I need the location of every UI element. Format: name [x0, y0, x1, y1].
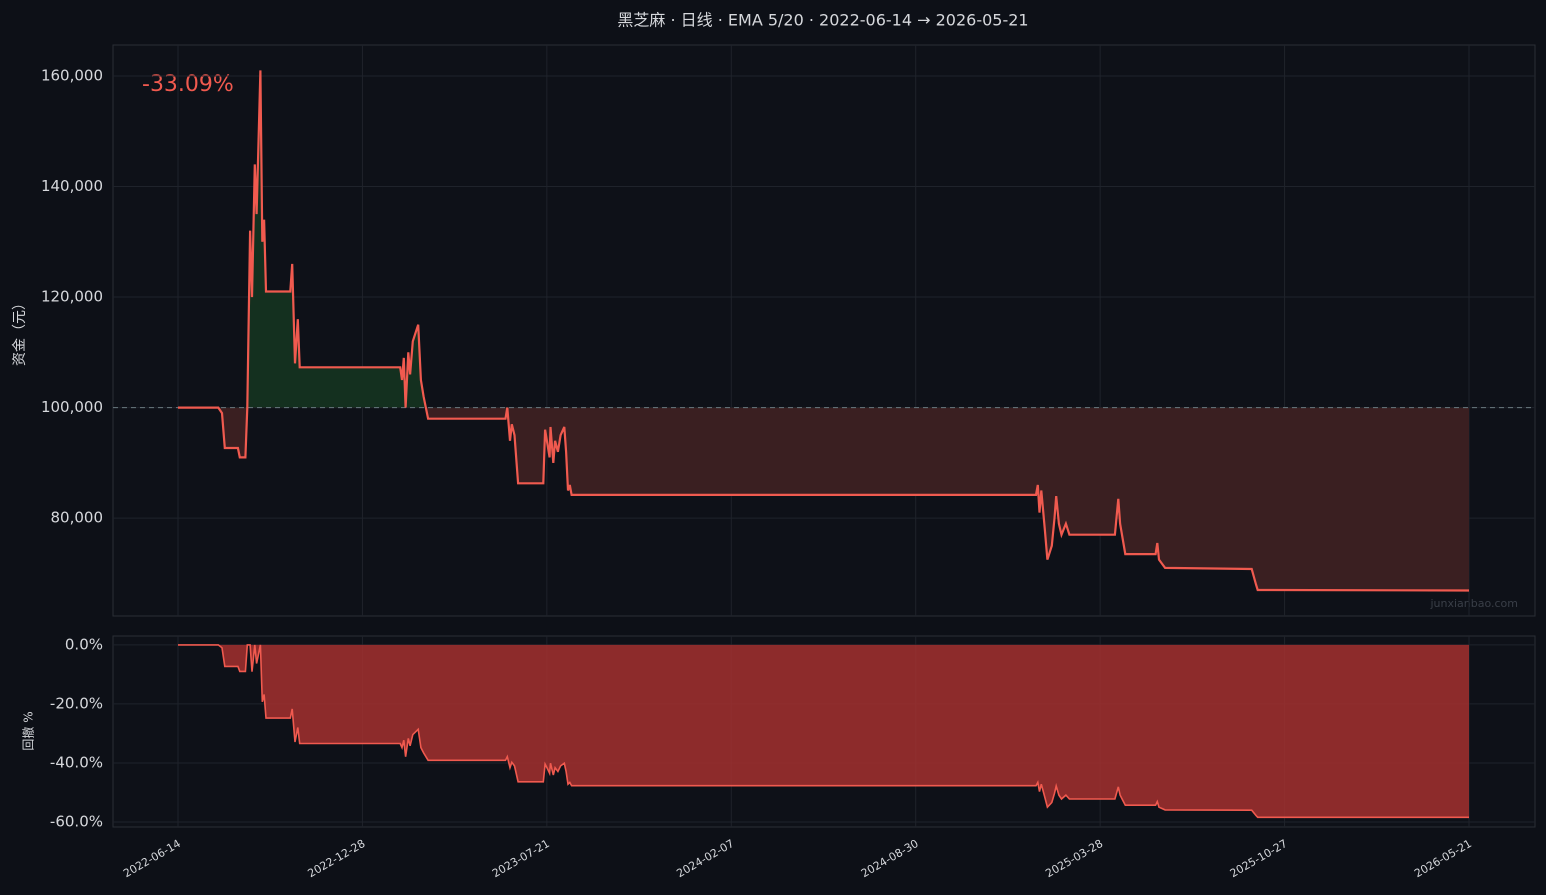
x-tick-label: 2024-08-30 — [859, 837, 921, 880]
x-tick-label: 2024-02-07 — [674, 837, 736, 880]
y-axis-label: 回撤 % — [21, 711, 36, 750]
x-tick-label: 2022-06-14 — [121, 837, 183, 880]
y-tick-label: -60.0% — [50, 812, 103, 830]
x-tick-label: 2025-10-27 — [1228, 837, 1290, 880]
loss-area — [178, 407, 1469, 591]
y-tick-label: 160,000 — [41, 66, 103, 84]
y-axis-label: 资金（元） — [12, 296, 28, 366]
drawdown-line — [178, 644, 1469, 819]
equity-line — [178, 70, 1470, 592]
drawdown-area — [178, 644, 1469, 818]
chart-title: 黑芝麻 · 日线 · EMA 5/20 · 2022-06-14 → 2026-… — [617, 11, 1028, 30]
y-tick-label: 0.0% — [65, 635, 103, 653]
x-tick-label: 2026-05-21 — [1412, 837, 1474, 880]
y-tick-label: 100,000 — [41, 398, 103, 416]
y-tick-label: 120,000 — [41, 288, 103, 306]
watermark: junxianbao.com — [1429, 597, 1518, 610]
y-tick-label: -20.0% — [50, 694, 103, 712]
y-tick-label: 140,000 — [41, 177, 103, 195]
y-tick-label: 80,000 — [51, 509, 104, 527]
y-tick-label: -40.0% — [50, 753, 103, 771]
x-tick-label: 2023-07-21 — [490, 837, 552, 880]
x-tick-label: 2022-12-28 — [306, 837, 368, 880]
x-tick-label: 2025-03-28 — [1043, 837, 1105, 880]
